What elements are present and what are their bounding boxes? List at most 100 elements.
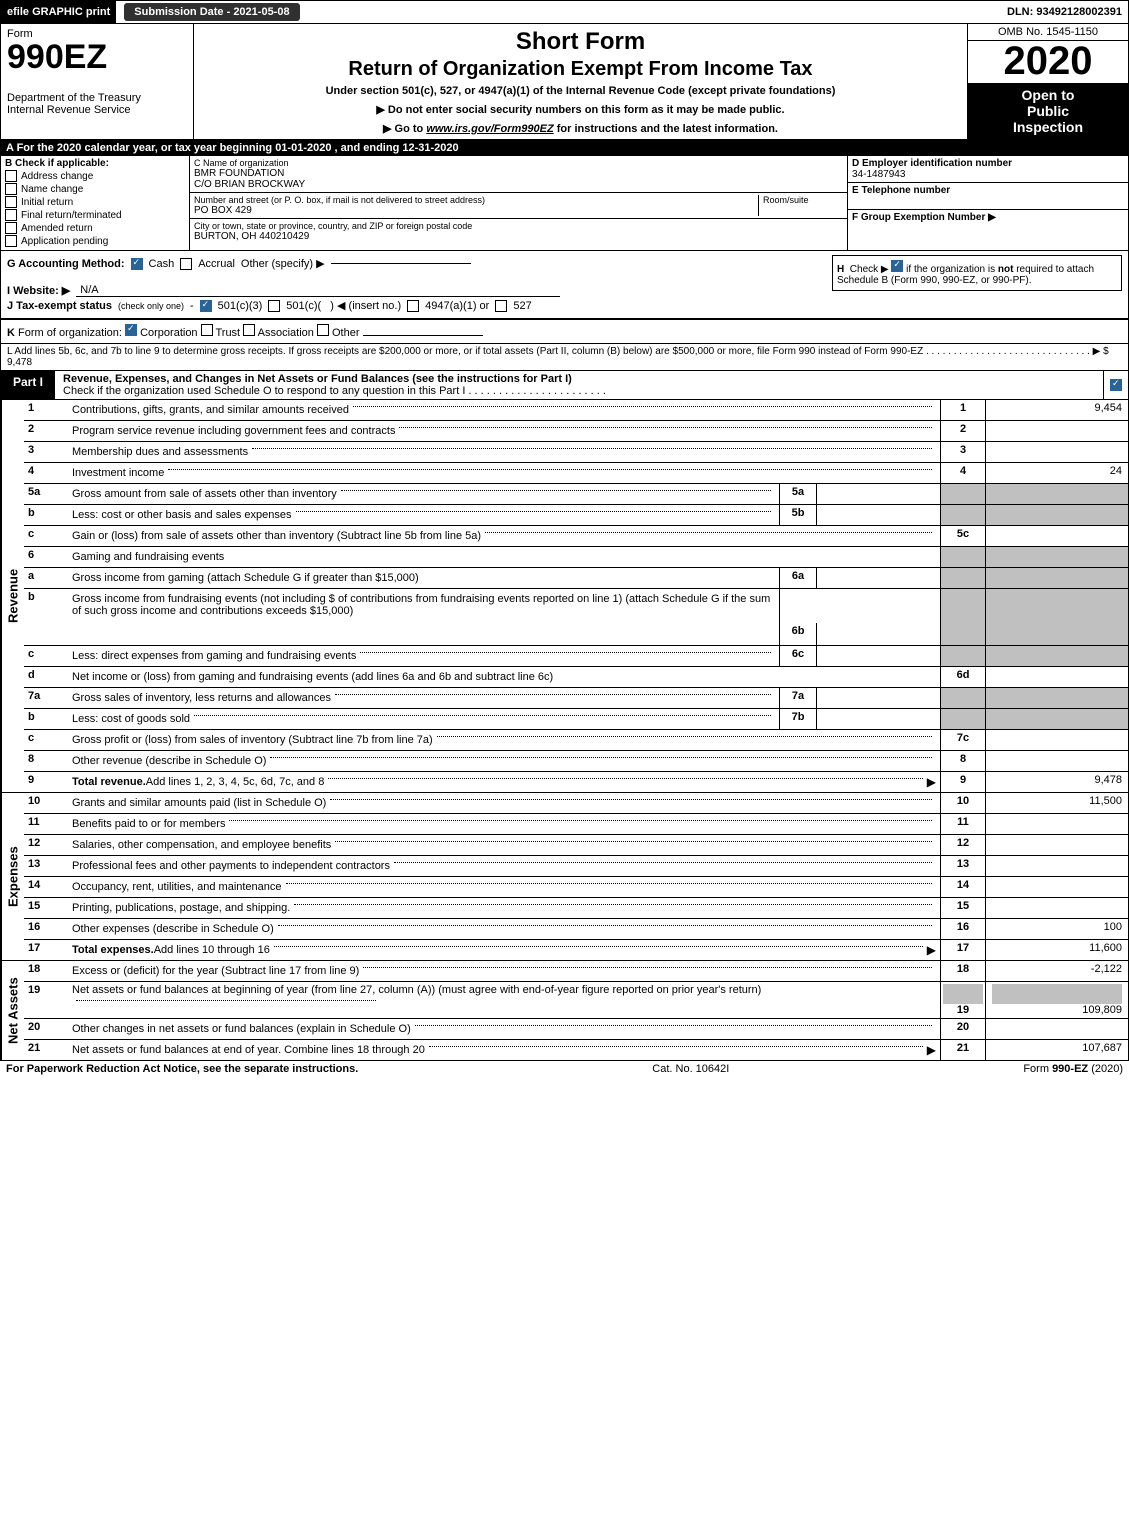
- return-title: Return of Organization Exempt From Incom…: [204, 58, 957, 81]
- header-right: OMB No. 1545-1150 2020 Open to Public In…: [967, 24, 1128, 139]
- line-5c: cGain or (loss) from sale of assets othe…: [24, 526, 1128, 547]
- line-10: 10Grants and similar amounts paid (list …: [24, 793, 1128, 814]
- top-left-group: efile GRAPHIC print Submission Date - 20…: [1, 1, 300, 23]
- efile-print-button[interactable]: efile GRAPHIC print: [1, 1, 116, 23]
- line-2: 2Program service revenue including gover…: [24, 421, 1128, 442]
- row-i: I Website: ▶ N/A: [7, 284, 824, 297]
- line-desc-4: Investment income: [72, 467, 164, 479]
- val-8: [985, 751, 1128, 771]
- line-9: 9Total revenue. Total revenue. Add lines…: [24, 772, 1128, 792]
- line-1: 1 Contributions, gifts, grants, and simi…: [24, 400, 1128, 421]
- submission-date-badge: Submission Date - 2021-05-08: [124, 3, 299, 21]
- subtitle: Under section 501(c), 527, or 4947(a)(1)…: [204, 85, 957, 97]
- footer-center: Cat. No. 10642I: [652, 1063, 729, 1075]
- line-7c: cGross profit or (loss) from sales of in…: [24, 730, 1128, 751]
- phone-label: E Telephone number: [852, 185, 1124, 196]
- inst-post: for instructions and the latest informat…: [554, 123, 778, 135]
- checkbox-assoc[interactable]: [243, 324, 255, 336]
- line-desc-10: Grants and similar amounts paid (list in…: [72, 797, 326, 809]
- addr-label: Number and street (or P. O. box, if mail…: [194, 195, 758, 205]
- city-cell: City or town, state or province, country…: [190, 219, 847, 244]
- val-14: [985, 877, 1128, 897]
- g-other-input[interactable]: [331, 263, 471, 264]
- checkbox-cash[interactable]: [131, 258, 143, 270]
- checkbox-4947[interactable]: [407, 300, 419, 312]
- header-left: Form 990EZ Department of the Treasury In…: [1, 24, 194, 139]
- line-desc-3: Membership dues and assessments: [72, 446, 248, 458]
- line-11: 11Benefits paid to or for members11: [24, 814, 1128, 835]
- line-6d: dNet income or (loss) from gaming and fu…: [24, 667, 1128, 688]
- checkbox-amended-return[interactable]: Amended return: [5, 222, 185, 234]
- checkbox-other-org[interactable]: [317, 324, 329, 336]
- checkbox-application-pending[interactable]: Application pending: [5, 235, 185, 247]
- val-7c: [985, 730, 1128, 750]
- line-14: 14Occupancy, rent, utilities, and mainte…: [24, 877, 1128, 898]
- checkbox-initial-return[interactable]: Initial return: [5, 196, 185, 208]
- inner-val-6b: [817, 641, 940, 645]
- val-4: 24: [985, 463, 1128, 483]
- line-5a: 5aGross amount from sale of assets other…: [24, 484, 1128, 505]
- line-desc-16: Other expenses (describe in Schedule O): [72, 923, 274, 935]
- line-desc-18: Excess or (deficit) for the year (Subtra…: [72, 965, 359, 977]
- checkbox-501c3[interactable]: [200, 300, 212, 312]
- checkbox-h[interactable]: [891, 260, 903, 272]
- line-desc-1: Contributions, gifts, grants, and simila…: [68, 400, 940, 420]
- expenses-side-label: Expenses: [1, 793, 24, 960]
- line-8: 8Other revenue (describe in Schedule O) …: [24, 751, 1128, 772]
- g-cash: Cash: [149, 258, 175, 270]
- dept-irs: Internal Revenue Service: [7, 104, 187, 116]
- val-5c: [985, 526, 1128, 546]
- section-b: B Check if applicable: Address change Na…: [1, 156, 190, 250]
- checkbox-icon: [1110, 379, 1122, 391]
- line-desc-12: Salaries, other compensation, and employ…: [72, 839, 331, 851]
- instruction-ssn: ▶ Do not enter social security numbers o…: [204, 103, 957, 116]
- instruction-link-line: ▶ Go to www.irs.gov/Form990EZ for instru…: [204, 122, 957, 135]
- checkbox-527[interactable]: [495, 300, 507, 312]
- inner-val-5a: [817, 484, 940, 504]
- checkbox-corp[interactable]: [125, 324, 137, 336]
- line-18: 18Excess or (deficit) for the year (Subt…: [24, 961, 1128, 982]
- checkbox-501c[interactable]: [268, 300, 280, 312]
- checkbox-address-change[interactable]: Address change: [5, 170, 185, 182]
- g-accrual: Accrual: [198, 258, 235, 270]
- netassets-table: Net Assets 18Excess or (deficit) for the…: [0, 961, 1129, 1061]
- form-header: Form 990EZ Department of the Treasury In…: [0, 24, 1129, 140]
- form-number: 990EZ: [7, 40, 187, 74]
- website-value: N/A: [76, 284, 560, 297]
- org-name-cell: C Name of organization BMR FOUNDATION C/…: [190, 156, 847, 193]
- checkbox-icon: [5, 222, 17, 234]
- checkbox-final-return[interactable]: Final return/terminated: [5, 209, 185, 221]
- line-15: 15Printing, publications, postage, and s…: [24, 898, 1128, 919]
- checkbox-trust[interactable]: [201, 324, 213, 336]
- row-l: L Add lines 5b, 6c, and 7b to line 9 to …: [0, 344, 1129, 371]
- part1-schedule-o-check[interactable]: [1103, 371, 1128, 399]
- city-val: BURTON, OH 440210429: [194, 231, 843, 242]
- cb-label-2: Initial return: [21, 197, 73, 208]
- tax-year: 2020: [968, 41, 1128, 81]
- checkbox-name-change[interactable]: Name change: [5, 183, 185, 195]
- g-other: Other (specify) ▶: [241, 257, 325, 270]
- val-3: [985, 442, 1128, 462]
- irs-link[interactable]: www.irs.gov/Form990EZ: [426, 123, 553, 135]
- line-desc-13: Professional fees and other payments to …: [72, 860, 390, 872]
- footer-right: Form 990-EZ (2020): [1023, 1063, 1123, 1075]
- checkbox-accrual[interactable]: [180, 258, 192, 270]
- inner-val-6a: [817, 568, 940, 588]
- section-ghijk: H Check ▶ if the organization is not req…: [0, 251, 1129, 319]
- line-desc-5b: Less: cost or other basis and sales expe…: [72, 509, 292, 521]
- line-6b: bGross income from fundraising events (n…: [24, 589, 1128, 646]
- inner-val-6c: [817, 646, 940, 666]
- other-org-input[interactable]: [363, 335, 483, 336]
- val-18: -2,122: [985, 961, 1128, 981]
- line-7b: bLess: cost of goods sold 7b: [24, 709, 1128, 730]
- line-19: 19Net assets or fund balances at beginni…: [24, 982, 1128, 1019]
- inner-val-5b: [817, 505, 940, 525]
- line-17: 17Total expenses. Add lines 10 through 1…: [24, 940, 1128, 960]
- val-6d: [985, 667, 1128, 687]
- dln-label: DLN: 93492128002391: [1007, 6, 1128, 18]
- open-line2: Public: [970, 103, 1126, 119]
- row-g: G Accounting Method: Cash Accrual Other …: [7, 257, 824, 270]
- line-desc-11: Benefits paid to or for members: [72, 818, 225, 830]
- revenue-body: 1 Contributions, gifts, grants, and simi…: [24, 400, 1128, 792]
- checkbox-icon: [5, 196, 17, 208]
